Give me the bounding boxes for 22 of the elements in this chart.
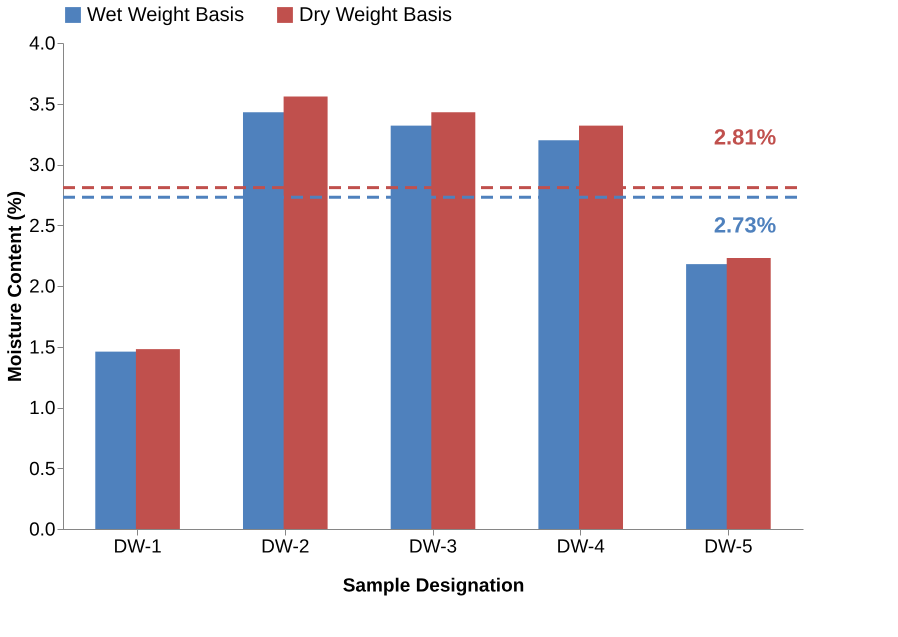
y-tick-label: 0.5: [29, 458, 56, 480]
y-tick-label: 0.0: [29, 520, 56, 540]
y-tick-label: 1.5: [29, 337, 56, 358]
legend-label: Wet Weight Basis: [87, 4, 244, 26]
ref-line-label: 2.81%: [714, 124, 776, 150]
y-tick-label: 3.5: [29, 94, 56, 116]
x-axis-title: Sample Designation: [342, 576, 524, 596]
x-tick-label: DW-5: [704, 536, 753, 558]
bar: [726, 258, 771, 529]
y-tick-label: 2.0: [29, 276, 56, 298]
bar: [136, 349, 180, 529]
y-tick-label: 2.5: [29, 216, 56, 237]
x-tick-label: DW-3: [408, 536, 458, 558]
y-tick-label: 4.0: [29, 34, 56, 54]
x-tick-label: DW-2: [261, 536, 310, 558]
x-tick-label: DW-4: [556, 536, 606, 558]
y-tick-label: 1.0: [29, 398, 56, 419]
legend-label: Dry Weight Basis: [299, 4, 452, 26]
ref-line-label: 2.73%: [714, 212, 776, 238]
x-tick-label: DW-1: [113, 536, 162, 558]
y-tick-label: 3.0: [29, 155, 56, 176]
y-axis-title: Moisture Content (%): [5, 190, 26, 382]
